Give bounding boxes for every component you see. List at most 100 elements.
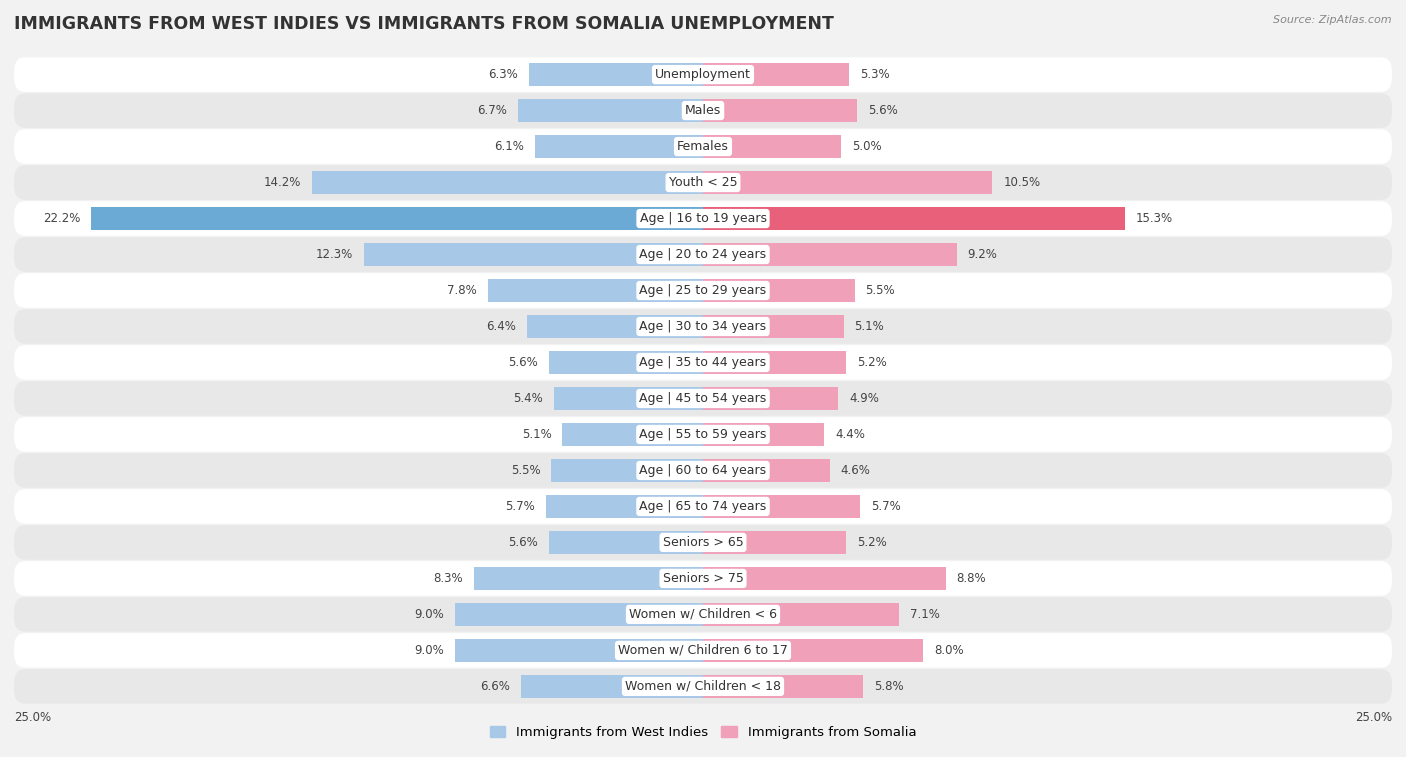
Text: Age | 16 to 19 years: Age | 16 to 19 years — [640, 212, 766, 225]
Text: Age | 60 to 64 years: Age | 60 to 64 years — [640, 464, 766, 477]
Bar — [456, 639, 703, 662]
Text: IMMIGRANTS FROM WEST INDIES VS IMMIGRANTS FROM SOMALIA UNEMPLOYMENT: IMMIGRANTS FROM WEST INDIES VS IMMIGRANT… — [14, 15, 834, 33]
Legend: Immigrants from West Indies, Immigrants from Somalia: Immigrants from West Indies, Immigrants … — [484, 721, 922, 744]
Bar — [488, 279, 703, 302]
Text: 5.2%: 5.2% — [858, 356, 887, 369]
Text: 8.3%: 8.3% — [433, 572, 463, 585]
Text: 5.6%: 5.6% — [508, 356, 537, 369]
Bar — [703, 495, 860, 518]
Bar — [703, 603, 898, 625]
FancyBboxPatch shape — [14, 93, 1392, 128]
Text: Women w/ Children 6 to 17: Women w/ Children 6 to 17 — [619, 644, 787, 657]
Text: 4.9%: 4.9% — [849, 392, 879, 405]
Bar — [546, 495, 703, 518]
Bar — [703, 99, 858, 122]
Text: 5.6%: 5.6% — [869, 104, 898, 117]
Text: Age | 25 to 29 years: Age | 25 to 29 years — [640, 284, 766, 297]
Bar — [551, 459, 703, 481]
Text: Males: Males — [685, 104, 721, 117]
Text: 5.8%: 5.8% — [875, 680, 904, 693]
Text: Age | 30 to 34 years: Age | 30 to 34 years — [640, 320, 766, 333]
Bar — [530, 64, 703, 86]
Text: 5.1%: 5.1% — [522, 428, 551, 441]
Bar — [364, 243, 703, 266]
FancyBboxPatch shape — [14, 237, 1392, 272]
FancyBboxPatch shape — [14, 345, 1392, 380]
FancyBboxPatch shape — [14, 201, 1392, 236]
Text: 6.7%: 6.7% — [478, 104, 508, 117]
Text: 5.7%: 5.7% — [505, 500, 534, 513]
Bar — [703, 675, 863, 697]
Text: 9.2%: 9.2% — [967, 248, 997, 261]
Text: Age | 45 to 54 years: Age | 45 to 54 years — [640, 392, 766, 405]
Bar — [474, 567, 703, 590]
Text: 8.8%: 8.8% — [956, 572, 986, 585]
FancyBboxPatch shape — [14, 309, 1392, 344]
Bar — [703, 64, 849, 86]
Bar — [703, 316, 844, 338]
Bar — [703, 136, 841, 157]
Bar — [703, 567, 945, 590]
Bar — [703, 243, 956, 266]
Bar — [91, 207, 703, 229]
FancyBboxPatch shape — [14, 58, 1392, 92]
Text: Seniors > 75: Seniors > 75 — [662, 572, 744, 585]
Bar — [456, 603, 703, 625]
Text: Age | 35 to 44 years: Age | 35 to 44 years — [640, 356, 766, 369]
Text: 9.0%: 9.0% — [415, 608, 444, 621]
FancyBboxPatch shape — [14, 597, 1392, 631]
Text: Unemployment: Unemployment — [655, 68, 751, 81]
Bar — [534, 136, 703, 157]
Text: 8.0%: 8.0% — [935, 644, 965, 657]
Bar — [703, 171, 993, 194]
Bar — [312, 171, 703, 194]
Bar — [703, 459, 830, 481]
FancyBboxPatch shape — [14, 633, 1392, 668]
Bar — [519, 99, 703, 122]
Text: 5.0%: 5.0% — [852, 140, 882, 153]
Bar — [703, 531, 846, 553]
Bar — [548, 351, 703, 374]
Text: Females: Females — [678, 140, 728, 153]
Text: 22.2%: 22.2% — [42, 212, 80, 225]
FancyBboxPatch shape — [14, 561, 1392, 596]
Bar — [527, 316, 703, 338]
FancyBboxPatch shape — [14, 273, 1392, 308]
Text: 25.0%: 25.0% — [14, 711, 51, 724]
Bar — [703, 351, 846, 374]
FancyBboxPatch shape — [14, 453, 1392, 488]
Text: 6.1%: 6.1% — [494, 140, 524, 153]
FancyBboxPatch shape — [14, 669, 1392, 704]
Text: 4.6%: 4.6% — [841, 464, 870, 477]
Text: 7.8%: 7.8% — [447, 284, 477, 297]
Text: 14.2%: 14.2% — [263, 176, 301, 189]
Bar — [703, 207, 1125, 229]
Bar — [548, 531, 703, 553]
Text: 12.3%: 12.3% — [316, 248, 353, 261]
Text: 10.5%: 10.5% — [1004, 176, 1040, 189]
Text: 5.4%: 5.4% — [513, 392, 543, 405]
Text: 5.3%: 5.3% — [860, 68, 890, 81]
FancyBboxPatch shape — [14, 417, 1392, 452]
Text: Women w/ Children < 18: Women w/ Children < 18 — [626, 680, 780, 693]
Text: 5.2%: 5.2% — [858, 536, 887, 549]
Bar — [703, 388, 838, 410]
Text: Age | 20 to 24 years: Age | 20 to 24 years — [640, 248, 766, 261]
Bar — [522, 675, 703, 697]
FancyBboxPatch shape — [14, 489, 1392, 524]
Bar — [703, 639, 924, 662]
Text: 5.5%: 5.5% — [866, 284, 896, 297]
Text: 5.5%: 5.5% — [510, 464, 540, 477]
Text: Source: ZipAtlas.com: Source: ZipAtlas.com — [1274, 15, 1392, 25]
Bar — [554, 388, 703, 410]
FancyBboxPatch shape — [14, 382, 1392, 416]
Text: Women w/ Children < 6: Women w/ Children < 6 — [628, 608, 778, 621]
Text: 5.6%: 5.6% — [508, 536, 537, 549]
FancyBboxPatch shape — [14, 129, 1392, 164]
Bar — [703, 423, 824, 446]
Text: 7.1%: 7.1% — [910, 608, 939, 621]
Text: Age | 65 to 74 years: Age | 65 to 74 years — [640, 500, 766, 513]
Bar — [703, 279, 855, 302]
Text: 6.6%: 6.6% — [481, 680, 510, 693]
Text: Youth < 25: Youth < 25 — [669, 176, 737, 189]
